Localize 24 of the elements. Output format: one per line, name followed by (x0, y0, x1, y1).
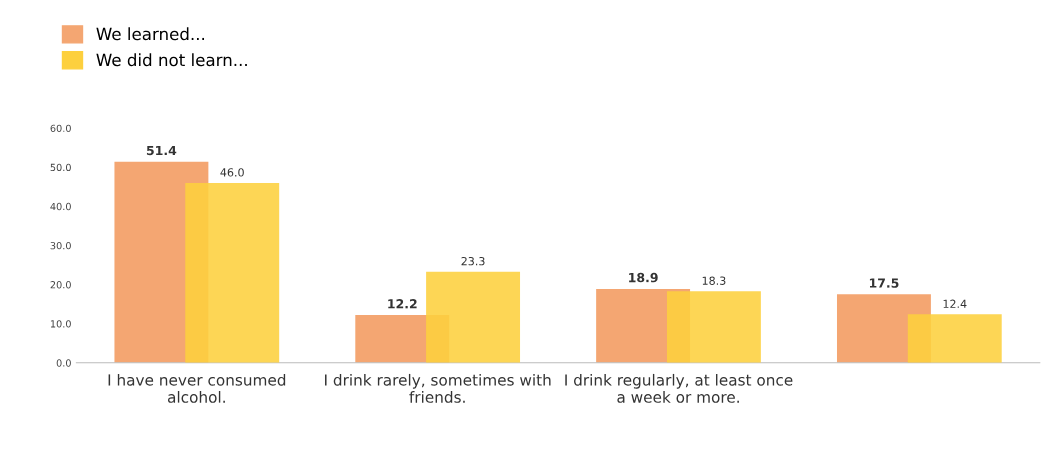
y-tick-label: 30.0 (50, 241, 71, 250)
bar (426, 271, 521, 363)
x-tick-label: I drink rarely, sometimes with friends. (325, 373, 551, 403)
bar (185, 182, 280, 363)
legend-label: We learned... (96, 27, 205, 41)
text: 12.2 (388, 299, 417, 309)
bar (907, 314, 1002, 363)
legend-label: We did not learn... (96, 53, 247, 67)
y-tick-label: 40.0 (50, 202, 71, 211)
text: 23.3 (461, 256, 485, 266)
y-tick-label: 0.0 (56, 359, 71, 367)
text: 18.3 (702, 276, 726, 285)
y-tick-label: 20.0 (50, 281, 71, 289)
x-tick-label: I have never consumed alcohol. (108, 373, 286, 403)
x-tick-label: I drink regularly, at least once a week or more. (565, 373, 793, 403)
bar (666, 291, 761, 363)
text: 18.9 (629, 272, 658, 283)
text: 46.0 (220, 168, 244, 177)
y-tick-label: 50.0 (50, 163, 71, 172)
y-tick-label: 10.0 (50, 320, 71, 328)
text: 17.5 (869, 278, 899, 288)
text: 12.4 (943, 299, 967, 308)
y-tick-label: 60.0 (50, 124, 71, 132)
text: 51.4 (146, 145, 177, 156)
